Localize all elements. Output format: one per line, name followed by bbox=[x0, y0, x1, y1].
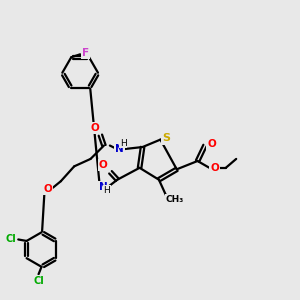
Text: CH₃: CH₃ bbox=[166, 194, 184, 203]
Text: S: S bbox=[162, 134, 170, 143]
Text: O: O bbox=[43, 184, 52, 194]
Text: F: F bbox=[82, 48, 89, 59]
Text: H: H bbox=[120, 139, 127, 148]
Text: Cl: Cl bbox=[6, 234, 16, 244]
Text: O: O bbox=[99, 160, 108, 170]
Text: O: O bbox=[207, 139, 216, 149]
Text: H: H bbox=[103, 186, 110, 195]
Text: Cl: Cl bbox=[33, 276, 44, 286]
Text: N: N bbox=[99, 182, 107, 192]
Text: O: O bbox=[91, 123, 99, 133]
Text: O: O bbox=[210, 163, 219, 173]
Text: N: N bbox=[115, 143, 124, 154]
